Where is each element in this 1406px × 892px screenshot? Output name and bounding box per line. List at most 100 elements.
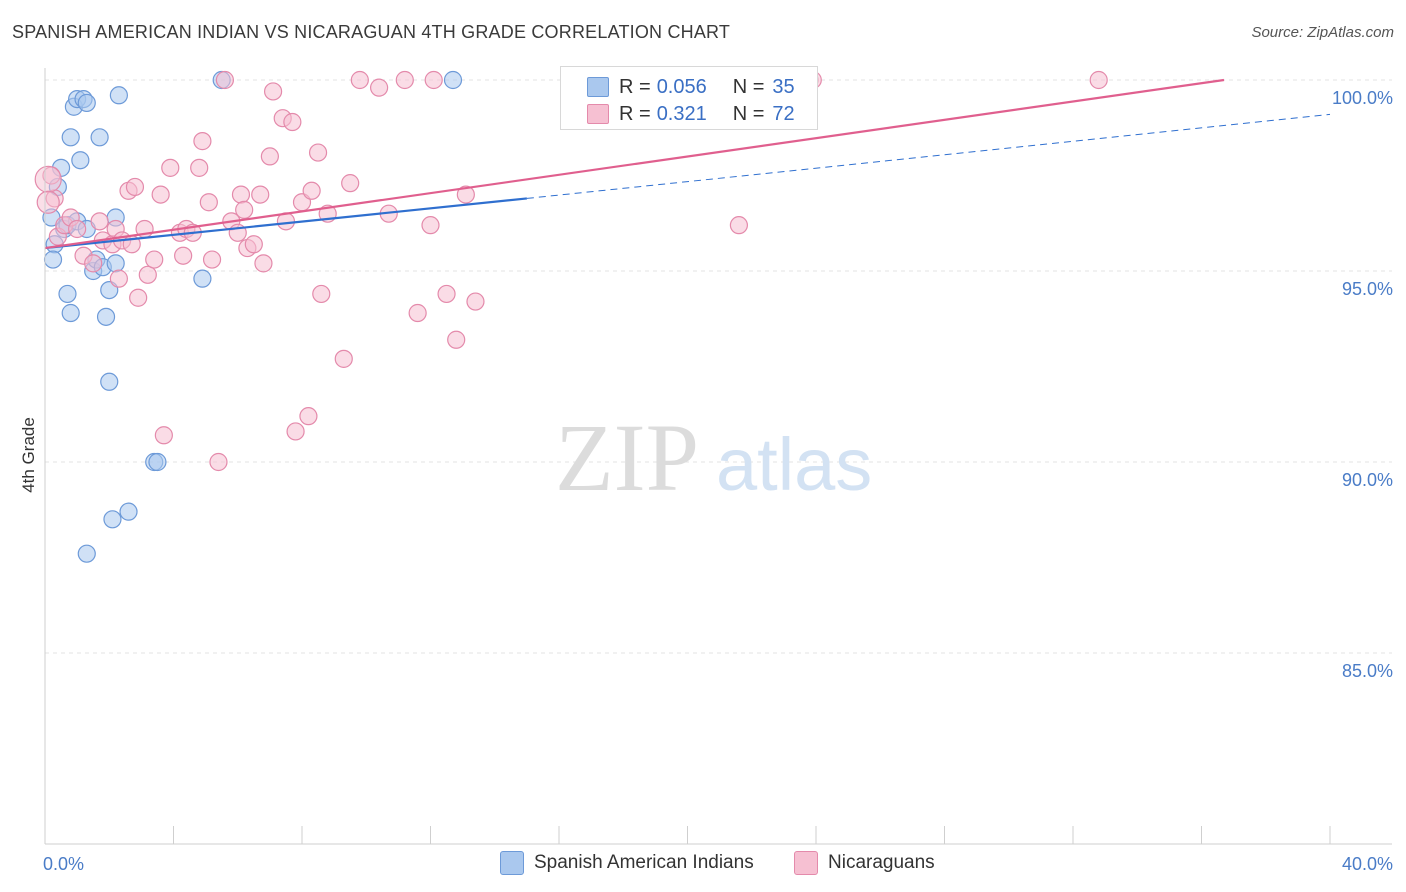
point-nicaraguans bbox=[215, 70, 234, 90]
point-nicaraguans bbox=[456, 185, 475, 204]
point-spanish-american-indians bbox=[61, 128, 80, 147]
point-nicaraguans bbox=[424, 70, 443, 90]
point-nicaraguans bbox=[190, 158, 209, 177]
point-spanish-american-indians bbox=[193, 269, 212, 288]
point-nicaraguans bbox=[145, 250, 164, 269]
point-nicaraguans bbox=[151, 185, 170, 204]
legend-row-spanish-american-indians: R = 0.056 N = 35 bbox=[587, 74, 795, 100]
point-nicaraguans bbox=[395, 70, 414, 90]
point-nicaraguans bbox=[263, 82, 283, 101]
point-nicaraguans bbox=[138, 265, 157, 284]
point-nicaraguans bbox=[408, 303, 427, 323]
y-tick-label: 95.0% bbox=[1342, 279, 1393, 299]
point-spanish-american-indians bbox=[106, 254, 125, 273]
point-nicaraguans bbox=[174, 246, 193, 265]
legend-n-label: N = bbox=[732, 102, 765, 125]
legend-r-value: 0.321 bbox=[656, 102, 707, 125]
series-swatch-pink bbox=[794, 851, 818, 875]
point-nicaraguans bbox=[286, 422, 305, 441]
legend-r-label: R = bbox=[619, 102, 651, 125]
y-axis-title: 4th Grade bbox=[19, 417, 38, 493]
point-spanish-american-indians bbox=[119, 502, 138, 521]
watermark: ZIP atlas bbox=[555, 404, 872, 511]
legend-row-nicaraguans: R = 0.321 N = 72 bbox=[587, 101, 795, 127]
point-nicaraguans bbox=[299, 407, 318, 426]
point-spanish-american-indians bbox=[443, 70, 463, 90]
point-nicaraguans bbox=[312, 284, 331, 304]
points-layer bbox=[34, 70, 1108, 563]
point-spanish-american-indians bbox=[61, 303, 80, 323]
point-nicaraguans bbox=[260, 147, 279, 166]
point-nicaraguans bbox=[437, 284, 456, 304]
series-legend-spanish-american-indians[interactable]: Spanish American Indians bbox=[500, 851, 754, 875]
point-nicaraguans bbox=[254, 254, 273, 273]
series-legend-label: Spanish American Indians bbox=[534, 852, 754, 873]
point-spanish-american-indians bbox=[103, 510, 122, 529]
legend-swatch-pink bbox=[587, 104, 609, 124]
series-legend-nicaraguans[interactable]: Nicaraguans bbox=[794, 851, 935, 875]
point-nicaraguans bbox=[244, 235, 263, 254]
y-tick-label: 85.0% bbox=[1342, 661, 1393, 681]
point-nicaraguans bbox=[90, 212, 109, 231]
point-nicaraguans bbox=[36, 190, 60, 214]
point-nicaraguans bbox=[370, 78, 389, 97]
legend-r-value: 0.056 bbox=[656, 75, 707, 98]
point-nicaraguans bbox=[202, 250, 222, 269]
point-nicaraguans bbox=[447, 330, 466, 349]
y-tick-label: 100.0% bbox=[1332, 88, 1393, 108]
x-tick-label: 0.0% bbox=[43, 854, 84, 874]
point-nicaraguans bbox=[308, 143, 328, 162]
point-nicaraguans bbox=[129, 288, 148, 307]
trendline-extension-spanish-american-indians bbox=[526, 113, 1331, 199]
trend-layer bbox=[44, 78, 1331, 250]
x-tick-label: 40.0% bbox=[1342, 854, 1393, 874]
grid-layer bbox=[45, 79, 1392, 654]
point-nicaraguans bbox=[729, 216, 749, 235]
point-nicaraguans bbox=[199, 193, 218, 212]
series-legend: Spanish American Indians Nicaraguans bbox=[0, 851, 1406, 879]
point-nicaraguans bbox=[68, 219, 87, 239]
point-nicaraguans bbox=[161, 158, 180, 177]
point-nicaraguans bbox=[84, 254, 103, 273]
point-spanish-american-indians bbox=[100, 372, 119, 391]
point-nicaraguans bbox=[231, 185, 251, 204]
legend-swatch-blue bbox=[587, 77, 609, 97]
point-nicaraguans bbox=[34, 165, 62, 193]
point-spanish-american-indians bbox=[148, 452, 167, 472]
y-tick-label: 90.0% bbox=[1342, 470, 1393, 490]
point-nicaraguans bbox=[283, 112, 302, 132]
point-nicaraguans bbox=[350, 70, 369, 90]
point-spanish-american-indians bbox=[43, 250, 63, 269]
point-nicaraguans bbox=[1089, 70, 1108, 90]
legend-n-label: N = bbox=[732, 75, 765, 98]
legend-n-value: 72 bbox=[772, 102, 795, 125]
point-spanish-american-indians bbox=[71, 151, 90, 170]
point-nicaraguans bbox=[125, 177, 145, 197]
source-credit: Source: ZipAtlas.com bbox=[1251, 24, 1394, 41]
legend-n-value: 35 bbox=[772, 75, 795, 98]
watermark-atlas: atlas bbox=[716, 423, 872, 506]
point-spanish-american-indians bbox=[109, 86, 128, 105]
point-nicaraguans bbox=[341, 174, 360, 193]
point-spanish-american-indians bbox=[90, 128, 109, 147]
point-nicaraguans bbox=[209, 452, 228, 472]
chart-title: SPANISH AMERICAN INDIAN VS NICARAGUAN 4T… bbox=[12, 22, 731, 42]
point-nicaraguans bbox=[109, 269, 128, 288]
series-legend-label: Nicaraguans bbox=[828, 852, 935, 873]
point-nicaraguans bbox=[421, 216, 440, 235]
legend-r-label: R = bbox=[619, 75, 651, 98]
point-nicaraguans bbox=[466, 292, 485, 311]
point-nicaraguans bbox=[251, 185, 270, 204]
point-nicaraguans bbox=[235, 200, 254, 219]
trendline-nicaraguans bbox=[44, 78, 1225, 250]
point-spanish-american-indians bbox=[77, 93, 96, 113]
watermark-zip: ZIP bbox=[555, 404, 699, 511]
point-spanish-american-indians bbox=[77, 544, 96, 563]
point-nicaraguans bbox=[193, 132, 212, 151]
trendline-spanish-american-indians bbox=[44, 197, 527, 250]
point-nicaraguans bbox=[302, 181, 321, 200]
point-spanish-american-indians bbox=[58, 284, 77, 304]
series-swatch-blue bbox=[500, 851, 524, 875]
point-spanish-american-indians bbox=[96, 307, 116, 326]
